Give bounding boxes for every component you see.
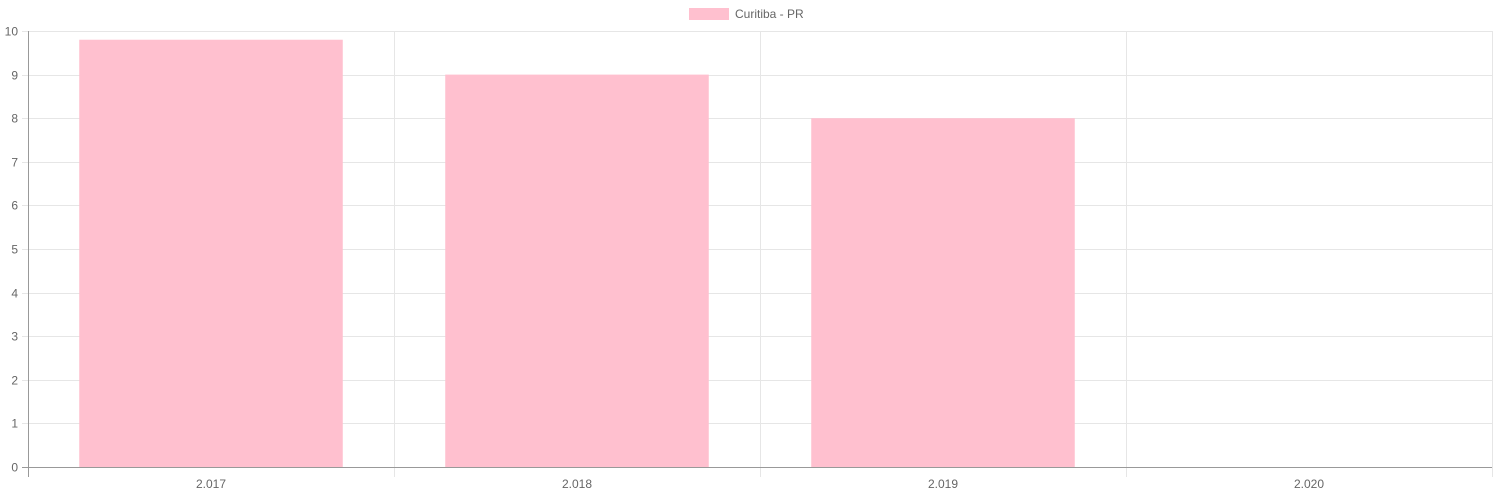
y-tick-label: 9	[11, 69, 18, 83]
axes	[22, 31, 1492, 477]
legend-swatch	[689, 8, 729, 20]
x-tick-label: 2.019	[928, 477, 958, 491]
x-tick-label: 2.018	[562, 477, 592, 491]
bar-2.018[interactable]	[445, 74, 709, 467]
y-tick-label: 4	[11, 287, 18, 301]
y-tick-label: 0	[11, 461, 18, 475]
y-tick-label: 10	[5, 25, 19, 39]
y-tick-label: 3	[11, 330, 18, 344]
x-tick-label: 2.020	[1294, 477, 1324, 491]
bars	[79, 39, 1075, 467]
x-tick-label: 2.017	[196, 477, 226, 491]
y-axis-tick-labels: 0 1 2 3 4 5 6 7 8 9 10	[5, 25, 19, 475]
x-axis-tick-labels: 2.017 2.018 2.019 2.020	[196, 477, 1324, 491]
y-tick-label: 1	[11, 417, 18, 431]
bar-2.017[interactable]	[79, 39, 343, 467]
legend-label: Curitiba - PR	[735, 7, 804, 21]
y-tick-label: 6	[11, 199, 18, 213]
bar-2.019[interactable]	[811, 118, 1075, 467]
y-tick-label: 7	[11, 156, 18, 170]
y-tick-label: 8	[11, 112, 18, 126]
y-tick-label: 5	[11, 243, 18, 257]
y-tick-label: 2	[11, 374, 18, 388]
legend[interactable]: Curitiba - PR	[689, 7, 804, 21]
